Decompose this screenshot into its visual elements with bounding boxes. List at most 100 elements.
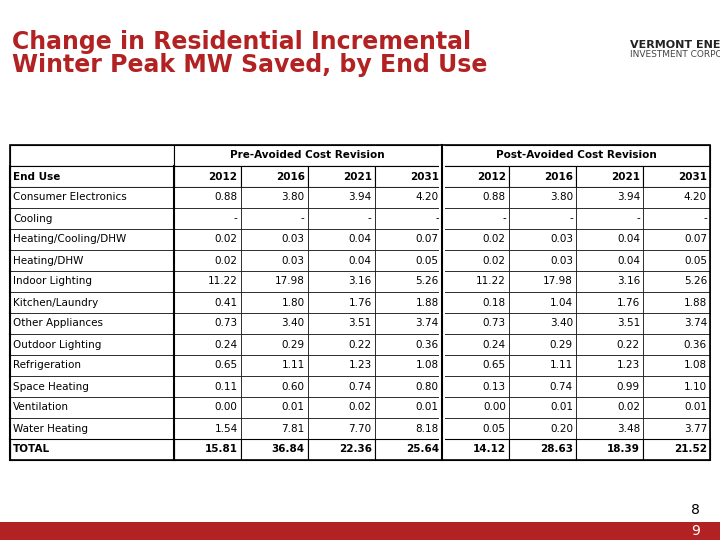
Bar [240, 250, 307, 271]
Bar [174, 418, 240, 439]
Bar [374, 397, 442, 418]
Bar [438, 439, 445, 460]
Bar [442, 166, 509, 187]
Bar [576, 397, 643, 418]
Text: 1.08: 1.08 [415, 361, 438, 370]
Bar [174, 313, 240, 334]
Bar [643, 397, 710, 418]
Text: 28.63: 28.63 [540, 444, 573, 455]
Bar [576, 229, 643, 250]
Text: 0.05: 0.05 [483, 423, 506, 434]
Text: Other Appliances: Other Appliances [13, 319, 103, 328]
Text: 7.81: 7.81 [282, 423, 305, 434]
Text: 3.74: 3.74 [415, 319, 438, 328]
Bar [174, 292, 240, 313]
Bar [442, 271, 509, 292]
Bar [10, 145, 174, 166]
Bar [240, 355, 307, 376]
Text: Kitchen/Laundry: Kitchen/Laundry [13, 298, 98, 307]
Text: 17.98: 17.98 [543, 276, 573, 287]
Text: 0.01: 0.01 [684, 402, 707, 413]
Text: 5.26: 5.26 [415, 276, 438, 287]
Bar [10, 355, 174, 376]
Text: 0.24: 0.24 [482, 340, 506, 349]
Bar [307, 376, 374, 397]
Bar [240, 229, 307, 250]
Bar [374, 229, 442, 250]
Text: 0.03: 0.03 [282, 255, 305, 266]
Bar [509, 334, 576, 355]
Bar [509, 292, 576, 313]
Bar [576, 334, 643, 355]
Text: 2012: 2012 [209, 172, 238, 181]
Text: 0.18: 0.18 [482, 298, 506, 307]
Bar [576, 313, 643, 334]
Text: End Use: End Use [13, 172, 60, 181]
Text: 0.02: 0.02 [617, 402, 640, 413]
Bar [10, 313, 174, 334]
Bar [174, 334, 240, 355]
Text: 0.11: 0.11 [215, 381, 238, 391]
Bar [442, 334, 509, 355]
Bar [509, 439, 576, 460]
Text: 3.48: 3.48 [617, 423, 640, 434]
Bar [438, 187, 445, 208]
Bar [374, 292, 442, 313]
Bar [442, 229, 509, 250]
Text: 1.80: 1.80 [282, 298, 305, 307]
Text: 3.40: 3.40 [282, 319, 305, 328]
Text: 0.01: 0.01 [282, 402, 305, 413]
Text: 1.23: 1.23 [617, 361, 640, 370]
Bar [509, 376, 576, 397]
Text: 8.18: 8.18 [415, 423, 438, 434]
Bar [174, 355, 240, 376]
Text: 17.98: 17.98 [275, 276, 305, 287]
Text: Cooling: Cooling [13, 213, 53, 224]
Text: 0.88: 0.88 [215, 192, 238, 202]
Bar [174, 166, 240, 187]
Bar [174, 397, 240, 418]
Bar [438, 292, 445, 313]
Bar [307, 271, 374, 292]
Text: 0.03: 0.03 [282, 234, 305, 245]
Text: 1.54: 1.54 [215, 423, 238, 434]
Text: Heating/DHW: Heating/DHW [13, 255, 84, 266]
Text: Pre-Avoided Cost Revision: Pre-Avoided Cost Revision [230, 151, 385, 160]
Text: 0.80: 0.80 [415, 381, 438, 391]
Text: 0.02: 0.02 [215, 255, 238, 266]
Text: Change in Residential Incremental: Change in Residential Incremental [12, 30, 471, 54]
Bar [307, 418, 374, 439]
Bar [307, 187, 374, 208]
Text: 0.03: 0.03 [550, 255, 573, 266]
Bar [307, 355, 374, 376]
Text: 2031: 2031 [410, 172, 438, 181]
Text: 0.73: 0.73 [215, 319, 238, 328]
Bar [576, 166, 643, 187]
Bar [240, 418, 307, 439]
Text: 0.36: 0.36 [684, 340, 707, 349]
Text: 3.94: 3.94 [617, 192, 640, 202]
Text: 0.73: 0.73 [482, 319, 506, 328]
Text: 0.04: 0.04 [348, 255, 372, 266]
Text: 0.13: 0.13 [482, 381, 506, 391]
Text: 1.76: 1.76 [617, 298, 640, 307]
Text: VERMONT ENERGY: VERMONT ENERGY [630, 40, 720, 50]
Text: 22.36: 22.36 [338, 444, 372, 455]
Bar [307, 166, 374, 187]
Text: 0.20: 0.20 [550, 423, 573, 434]
Text: 0.00: 0.00 [483, 402, 506, 413]
Text: Heating/Cooling/DHW: Heating/Cooling/DHW [13, 234, 126, 245]
Bar [442, 376, 509, 397]
Text: 0.02: 0.02 [348, 402, 372, 413]
Bar [442, 208, 509, 229]
Bar [438, 145, 445, 166]
Text: 3.94: 3.94 [348, 192, 372, 202]
Bar [240, 166, 307, 187]
Text: 0.05: 0.05 [684, 255, 707, 266]
Bar [576, 187, 643, 208]
Bar [509, 397, 576, 418]
Bar [643, 292, 710, 313]
Bar [438, 376, 445, 397]
Text: Winter Peak MW Saved, by End Use: Winter Peak MW Saved, by End Use [12, 53, 487, 77]
Bar [438, 229, 445, 250]
